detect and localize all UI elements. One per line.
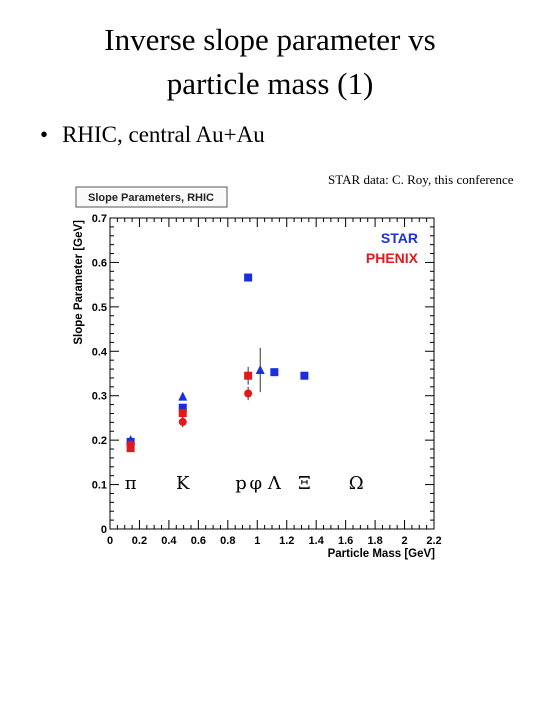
particle-label: K bbox=[176, 473, 190, 494]
y-axis-label: Slope Parameter [GeV] bbox=[73, 220, 85, 345]
particle-label: p bbox=[235, 473, 247, 494]
x-tick-label: 1.2 bbox=[279, 535, 294, 547]
slide-title-line1: Inverse slope parameter vs bbox=[104, 22, 436, 57]
bullet-item: • RHIC, central Au+Au bbox=[40, 122, 265, 148]
data-point-square bbox=[270, 368, 279, 377]
y-tick-label: 0.3 bbox=[92, 391, 107, 403]
particle-label: Λ bbox=[267, 473, 282, 494]
legend-entry-star: STAR bbox=[381, 230, 418, 246]
x-tick-label: 2.2 bbox=[426, 535, 441, 547]
data-point-circle bbox=[126, 440, 135, 449]
x-tick-label: 0.2 bbox=[132, 535, 147, 547]
particle-label: π bbox=[125, 473, 137, 494]
bullet-text: RHIC, central Au+Au bbox=[62, 122, 265, 147]
bullet-icon: • bbox=[40, 122, 49, 147]
particle-label: Ω bbox=[349, 473, 364, 494]
x-tick-label: 1 bbox=[254, 535, 260, 547]
data-point-square bbox=[244, 371, 253, 380]
chart-title-box bbox=[75, 186, 228, 208]
y-tick-label: 0.1 bbox=[92, 480, 107, 492]
data-point-triangle bbox=[255, 364, 265, 374]
data-credit: STAR data: C. Roy, this conference bbox=[328, 172, 514, 187]
particle-label: φ bbox=[249, 473, 262, 494]
x-tick-label: 1.8 bbox=[367, 535, 382, 547]
x-tick-label: 0 bbox=[107, 535, 113, 547]
y-tick-label: 0.4 bbox=[92, 346, 108, 358]
x-tick-label: 1.6 bbox=[338, 535, 353, 547]
x-tick-label: 1.4 bbox=[309, 535, 325, 547]
y-tick-label: 0.6 bbox=[92, 257, 107, 269]
data-point-square bbox=[178, 409, 187, 418]
x-tick-label: 0.6 bbox=[191, 535, 206, 547]
data-point-square bbox=[244, 273, 253, 282]
y-tick-label: 0.5 bbox=[92, 302, 107, 314]
data-point-circle bbox=[244, 389, 253, 398]
y-tick-label: 0 bbox=[101, 524, 107, 536]
x-tick-label: 0.8 bbox=[220, 535, 235, 547]
y-tick-label: 0.7 bbox=[92, 213, 107, 225]
x-tick-label: 0.4 bbox=[161, 535, 177, 547]
x-tick-label: 2 bbox=[401, 535, 407, 547]
slide-title: Inverse slope parameter vs particle mass… bbox=[0, 18, 540, 106]
slide-title-line2: particle mass (1) bbox=[166, 66, 374, 101]
data-point-triangle bbox=[178, 391, 188, 401]
chart-title: Slope Parameters, RHIC bbox=[88, 192, 214, 204]
data-point-square bbox=[300, 371, 309, 380]
legend-entry-phenix: PHENIX bbox=[366, 250, 419, 266]
particle-label: Ξ bbox=[298, 473, 311, 494]
x-axis-label: Particle Mass [GeV] bbox=[328, 548, 436, 560]
y-tick-label: 0.2 bbox=[92, 435, 107, 447]
data-point-circle bbox=[178, 417, 187, 426]
